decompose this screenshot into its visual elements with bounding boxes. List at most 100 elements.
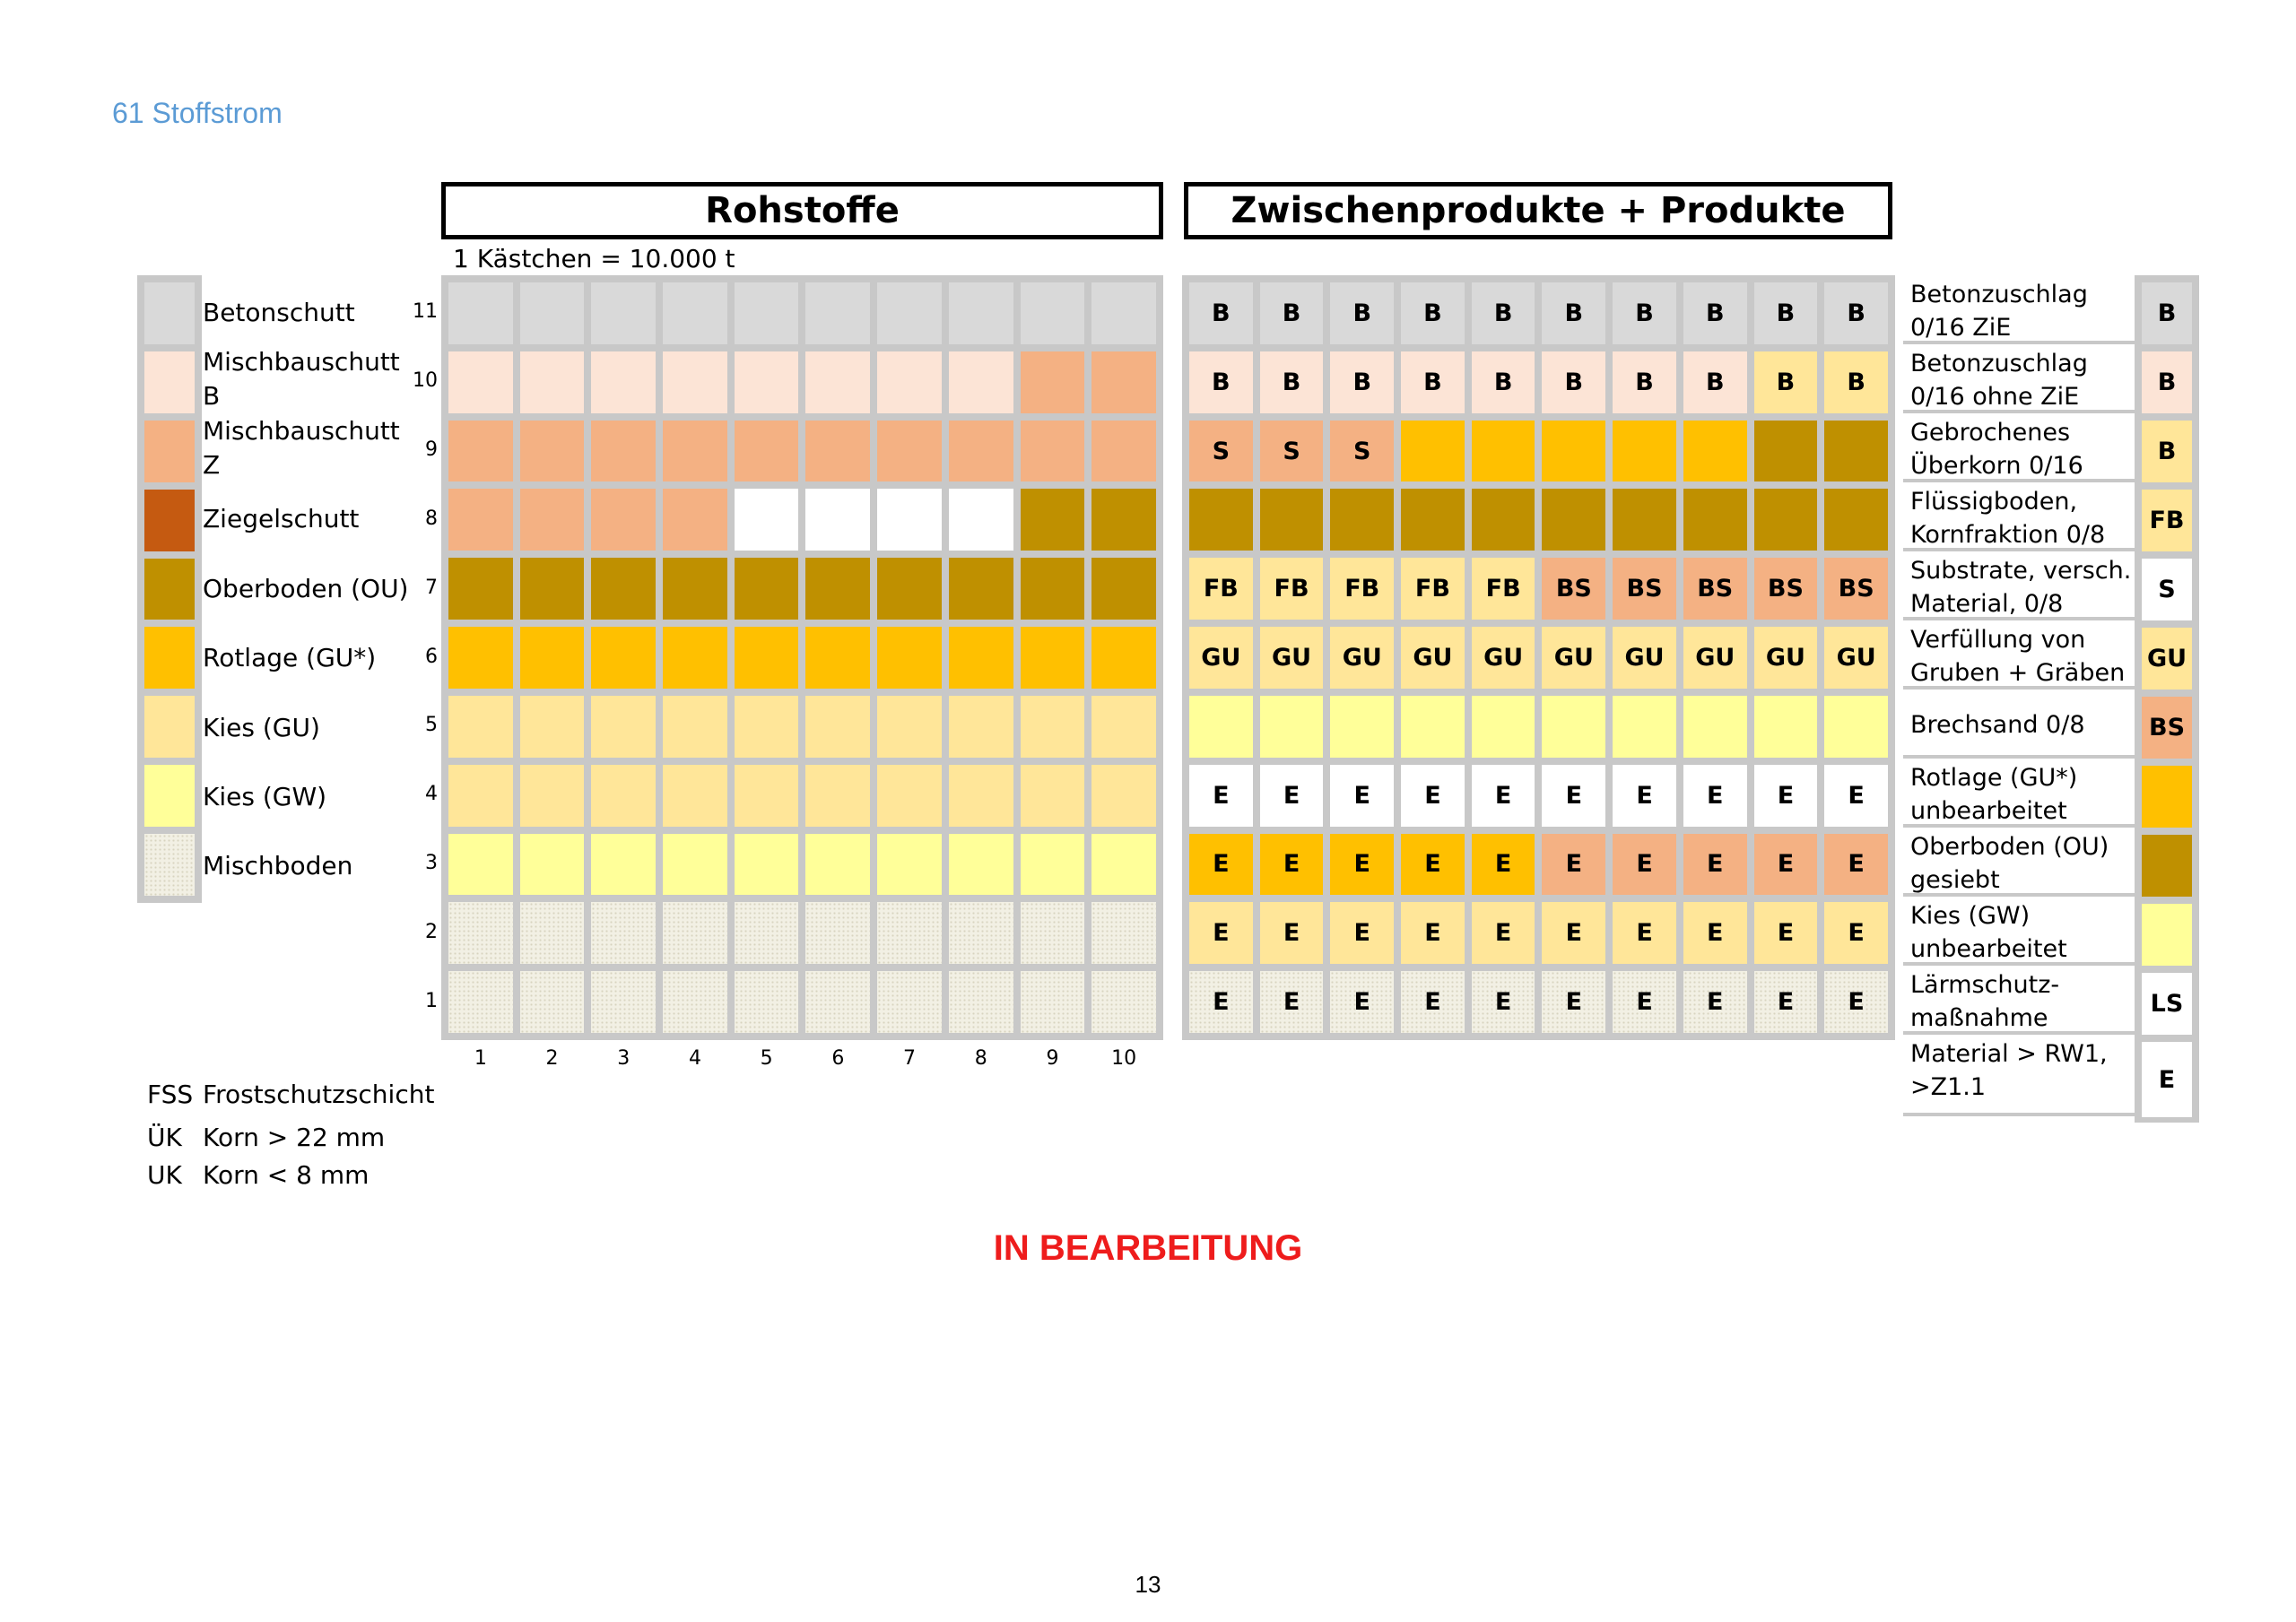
product-cell-symbol: E [1707, 988, 1724, 1017]
product-legend-symbol: S [2142, 559, 2192, 620]
column-number: 6 [831, 1047, 845, 1070]
product-cell-symbol: E [1424, 781, 1441, 810]
raw-cell [519, 558, 585, 620]
product-cell-symbol: B [1635, 368, 1654, 396]
raw-cell [877, 764, 942, 827]
raw-cell [877, 902, 942, 965]
raw-cell [1020, 627, 1085, 689]
legend-swatch [144, 558, 195, 620]
raw-cell [734, 282, 799, 344]
product-legend-label: Brechsand 0/8 [1903, 692, 2135, 759]
raw-cell [734, 558, 799, 620]
legend-swatch [144, 696, 195, 759]
product-cell-symbol: E [1848, 781, 1865, 810]
raw-cell [448, 902, 513, 965]
product-cell [1189, 695, 1253, 758]
product-cell-symbol: E [1777, 919, 1795, 948]
product-cell-symbol: S [1353, 437, 1371, 465]
raw-cell [948, 764, 1013, 827]
product-cell [1753, 695, 1818, 758]
product-cell-symbol: B [1423, 299, 1442, 327]
raw-cell [1020, 695, 1085, 758]
raw-cell [591, 627, 657, 689]
row-number: 4 [425, 783, 438, 806]
legend-label: Kies (GW) [203, 782, 327, 811]
product-cell: E [1542, 902, 1606, 965]
raw-cell [519, 764, 585, 827]
product-cell-symbol: FB [1485, 575, 1521, 603]
raw-cell [448, 695, 513, 758]
raw-cell [805, 420, 871, 482]
product-cell [1330, 489, 1395, 551]
product-cell [1613, 420, 1676, 482]
product-legend-label: Substrate, versch. Material, 0/8 [1903, 554, 2135, 620]
product-cell-symbol: BS [1555, 575, 1592, 603]
row-number: 8 [425, 507, 438, 530]
raw-cell [948, 351, 1013, 413]
product-cell [1613, 695, 1676, 758]
product-cell: B [1542, 282, 1606, 344]
product-cell [1401, 489, 1465, 551]
product-cell-symbol: FB [1203, 575, 1239, 603]
product-legend-symbol: B [2142, 282, 2192, 344]
product-cell: GU [1683, 627, 1747, 689]
product-cell: B [1259, 351, 1324, 413]
raw-cell [948, 282, 1013, 344]
legend-swatch [144, 489, 195, 551]
legend-label: Mischbauschutt B [203, 347, 400, 411]
product-cell [1824, 695, 1888, 758]
product-cell-symbol: E [1565, 919, 1583, 948]
product-cell: E [1189, 833, 1253, 896]
raw-cell [448, 971, 513, 1033]
product-cell: E [1471, 971, 1535, 1033]
product-cell: E [1189, 764, 1253, 827]
product-cell: GU [1542, 627, 1606, 689]
product-cell: B [1753, 282, 1818, 344]
raw-cell [1020, 902, 1085, 965]
product-cell: B [1683, 351, 1747, 413]
product-cell-symbol: B [1564, 368, 1584, 396]
product-cell: E [1824, 764, 1888, 827]
product-cell: GU [1401, 627, 1465, 689]
products-header: Zwischenprodukte + Produkte [1184, 182, 1892, 239]
product-cell-symbol: E [1213, 988, 1230, 1017]
raw-cell [591, 558, 657, 620]
raw-cell [1091, 833, 1156, 896]
raw-cell [663, 558, 727, 620]
product-cell-symbol: E [1213, 781, 1230, 810]
row-number: 3 [425, 851, 438, 874]
product-cell-symbol: E [1213, 919, 1230, 948]
product-cell-symbol: B [1423, 368, 1442, 396]
raw-cell [877, 558, 942, 620]
raw-cell [448, 351, 513, 413]
product-legend-symbol: E [2142, 1042, 2192, 1117]
product-cell: E [1824, 902, 1888, 965]
raw-cell [805, 282, 871, 344]
product-cell-symbol: E [1848, 919, 1865, 948]
legend-label: Ziegelschutt [203, 504, 360, 533]
product-cell: E [1753, 833, 1818, 896]
raw-cell [734, 764, 799, 827]
product-cell-symbol: E [1494, 781, 1512, 810]
product-cell: E [1824, 833, 1888, 896]
product-legend-symbol [2142, 904, 2192, 966]
product-cell: B [1542, 351, 1606, 413]
product-cell: B [1824, 351, 1888, 413]
raw-cell [877, 695, 942, 758]
product-cell-symbol: E [1777, 781, 1795, 810]
raw-cell [734, 627, 799, 689]
product-cell: B [1471, 282, 1535, 344]
raw-cell [519, 489, 585, 551]
product-cell-symbol: B [1212, 368, 1231, 396]
product-cell-symbol: E [1707, 919, 1724, 948]
legend-label: Kies (GU) [203, 713, 320, 742]
product-cell-symbol: B [1776, 368, 1796, 396]
raw-cell [1020, 420, 1085, 482]
product-legend-label: Flüssigboden, Kornfraktion 0/8 [1903, 485, 2135, 551]
product-cell: E [1683, 971, 1747, 1033]
product-cell [1753, 489, 1818, 551]
product-cell-symbol: S [1212, 437, 1231, 465]
product-cell-symbol: BS [1626, 575, 1663, 603]
product-cell [1542, 420, 1606, 482]
product-cell-symbol: B [1212, 299, 1231, 327]
